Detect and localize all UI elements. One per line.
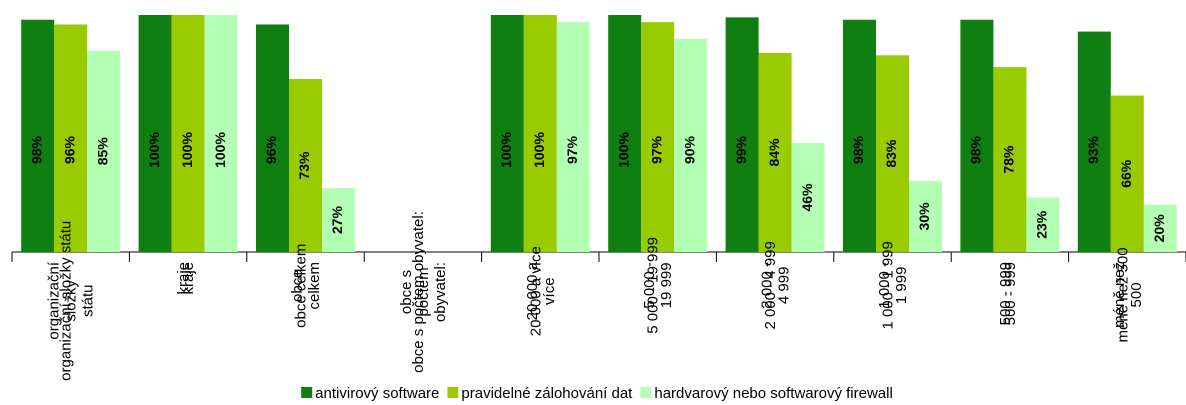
value-label: 100% <box>146 132 162 168</box>
value-label: 73% <box>296 151 312 180</box>
value-label: 98% <box>850 135 866 164</box>
legend-label: pravidelné zálohování dat <box>461 385 633 402</box>
value-label: 97% <box>564 135 580 164</box>
value-label: 30% <box>916 202 932 231</box>
legend-swatch <box>640 387 652 398</box>
bar <box>641 22 675 252</box>
bar <box>1077 31 1111 253</box>
legend-label: antivirový software <box>315 385 439 402</box>
value-label: 85% <box>94 137 110 166</box>
value-label: 84% <box>766 138 782 167</box>
bar <box>1143 204 1177 252</box>
x-tick-label: 500 - 999500 - 999 <box>997 262 1019 325</box>
bar <box>289 78 322 253</box>
bar <box>87 50 121 252</box>
value-label: 46% <box>799 183 815 212</box>
bar <box>909 180 942 252</box>
value-label: 96% <box>263 135 279 164</box>
value-label: 100% <box>498 132 514 168</box>
x-tick-label: obce celkemobcecelkem <box>289 244 323 328</box>
bar <box>171 15 205 252</box>
bar <box>791 142 825 252</box>
value-label: 78% <box>1001 145 1017 174</box>
value-label: 83% <box>883 139 899 168</box>
bar <box>725 17 759 253</box>
value-label: 23% <box>1034 210 1050 239</box>
value-label: 100% <box>615 132 631 168</box>
value-label: 100% <box>179 132 195 168</box>
bar <box>322 188 355 252</box>
bar <box>138 15 172 252</box>
bar <box>1026 197 1060 252</box>
value-label: 97% <box>648 135 664 164</box>
value-label: 93% <box>1085 135 1101 164</box>
x-tick-label: 1 000 - 1 9991 000 -1 999 <box>876 241 910 329</box>
bar <box>21 19 55 252</box>
bar <box>204 15 238 252</box>
value-label: 20% <box>1151 214 1167 243</box>
x-tick-label: krajekraje <box>175 262 197 295</box>
bar <box>256 24 289 253</box>
x-tick-label: méně než 500méně než500 <box>1111 247 1145 342</box>
value-label: 98% <box>28 135 44 164</box>
x-tick-label: obce s počtem obyvatel:obce spočtemobyva… <box>398 211 449 373</box>
bar <box>993 67 1027 252</box>
bar <box>843 19 876 252</box>
value-label: 100% <box>531 132 547 168</box>
bar <box>490 15 524 252</box>
legend-swatch <box>301 387 313 398</box>
legend: antivirový software pravidelné zálohování… <box>301 385 893 402</box>
bar <box>523 15 557 252</box>
value-label: 90% <box>681 135 697 164</box>
value-label: 66% <box>1118 159 1134 188</box>
legend-label: hardvarový nebo softwarový firewall <box>654 385 892 402</box>
value-label: 96% <box>61 135 77 164</box>
x-tick-label: 2 000 - 4 9992 000 -4 999 <box>759 241 793 329</box>
value-label: 98% <box>968 135 984 164</box>
bar <box>1110 95 1144 252</box>
bar <box>960 19 994 252</box>
bar <box>556 22 590 252</box>
bar <box>758 52 792 252</box>
bar <box>876 55 909 252</box>
value-label: 27% <box>329 205 345 234</box>
bar <box>608 15 642 252</box>
bar <box>54 24 88 253</box>
value-label: 100% <box>212 132 228 168</box>
x-tick-label: 20 000 a více20 000 avíce <box>524 246 558 336</box>
bar <box>674 38 708 253</box>
legend-swatch <box>447 387 459 398</box>
value-label: 99% <box>733 135 749 164</box>
